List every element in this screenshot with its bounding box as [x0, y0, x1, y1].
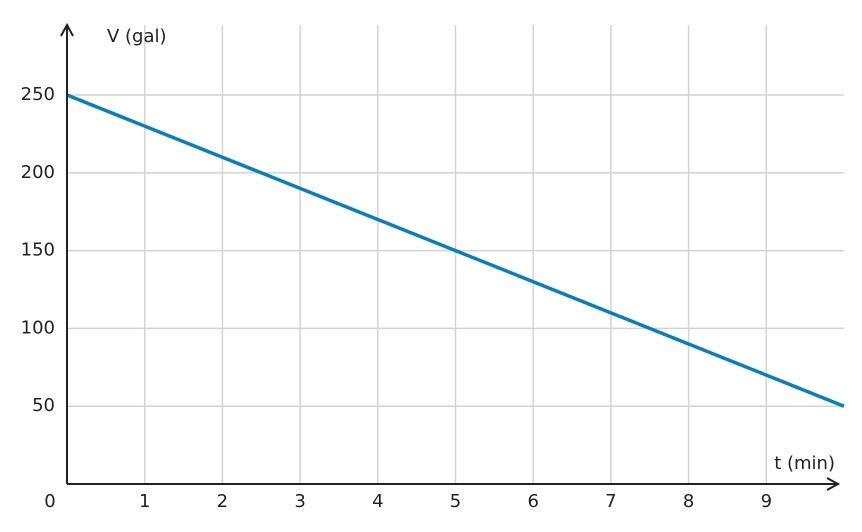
- x-tick-label: 0: [44, 491, 55, 512]
- x-tick-label: 3: [294, 491, 305, 512]
- x-tick-label: 1: [139, 491, 150, 512]
- plot: [66, 93, 845, 408]
- y-tick-label: 250: [21, 84, 55, 105]
- y-tick-label: 50: [32, 395, 55, 416]
- x-tick-label: 6: [527, 491, 538, 512]
- x-tick-label: 9: [761, 491, 772, 512]
- data-line: [66, 93, 845, 408]
- y-tick-label: 150: [21, 240, 55, 261]
- y-tick-label: 200: [21, 162, 55, 183]
- x-tick-label: 2: [217, 491, 228, 512]
- x-tick-label: 8: [683, 491, 694, 512]
- x-axis: [67, 477, 841, 491]
- y-axis-label: V (gal): [107, 26, 167, 47]
- x-tick-label: 7: [605, 491, 616, 512]
- y-tick-label: 100: [21, 317, 55, 338]
- grid: [67, 25, 844, 484]
- x-tick-label: 5: [450, 491, 461, 512]
- x-axis-label: t (min): [774, 453, 835, 474]
- x-tick-label: 4: [372, 491, 383, 512]
- y-axis: [60, 22, 74, 484]
